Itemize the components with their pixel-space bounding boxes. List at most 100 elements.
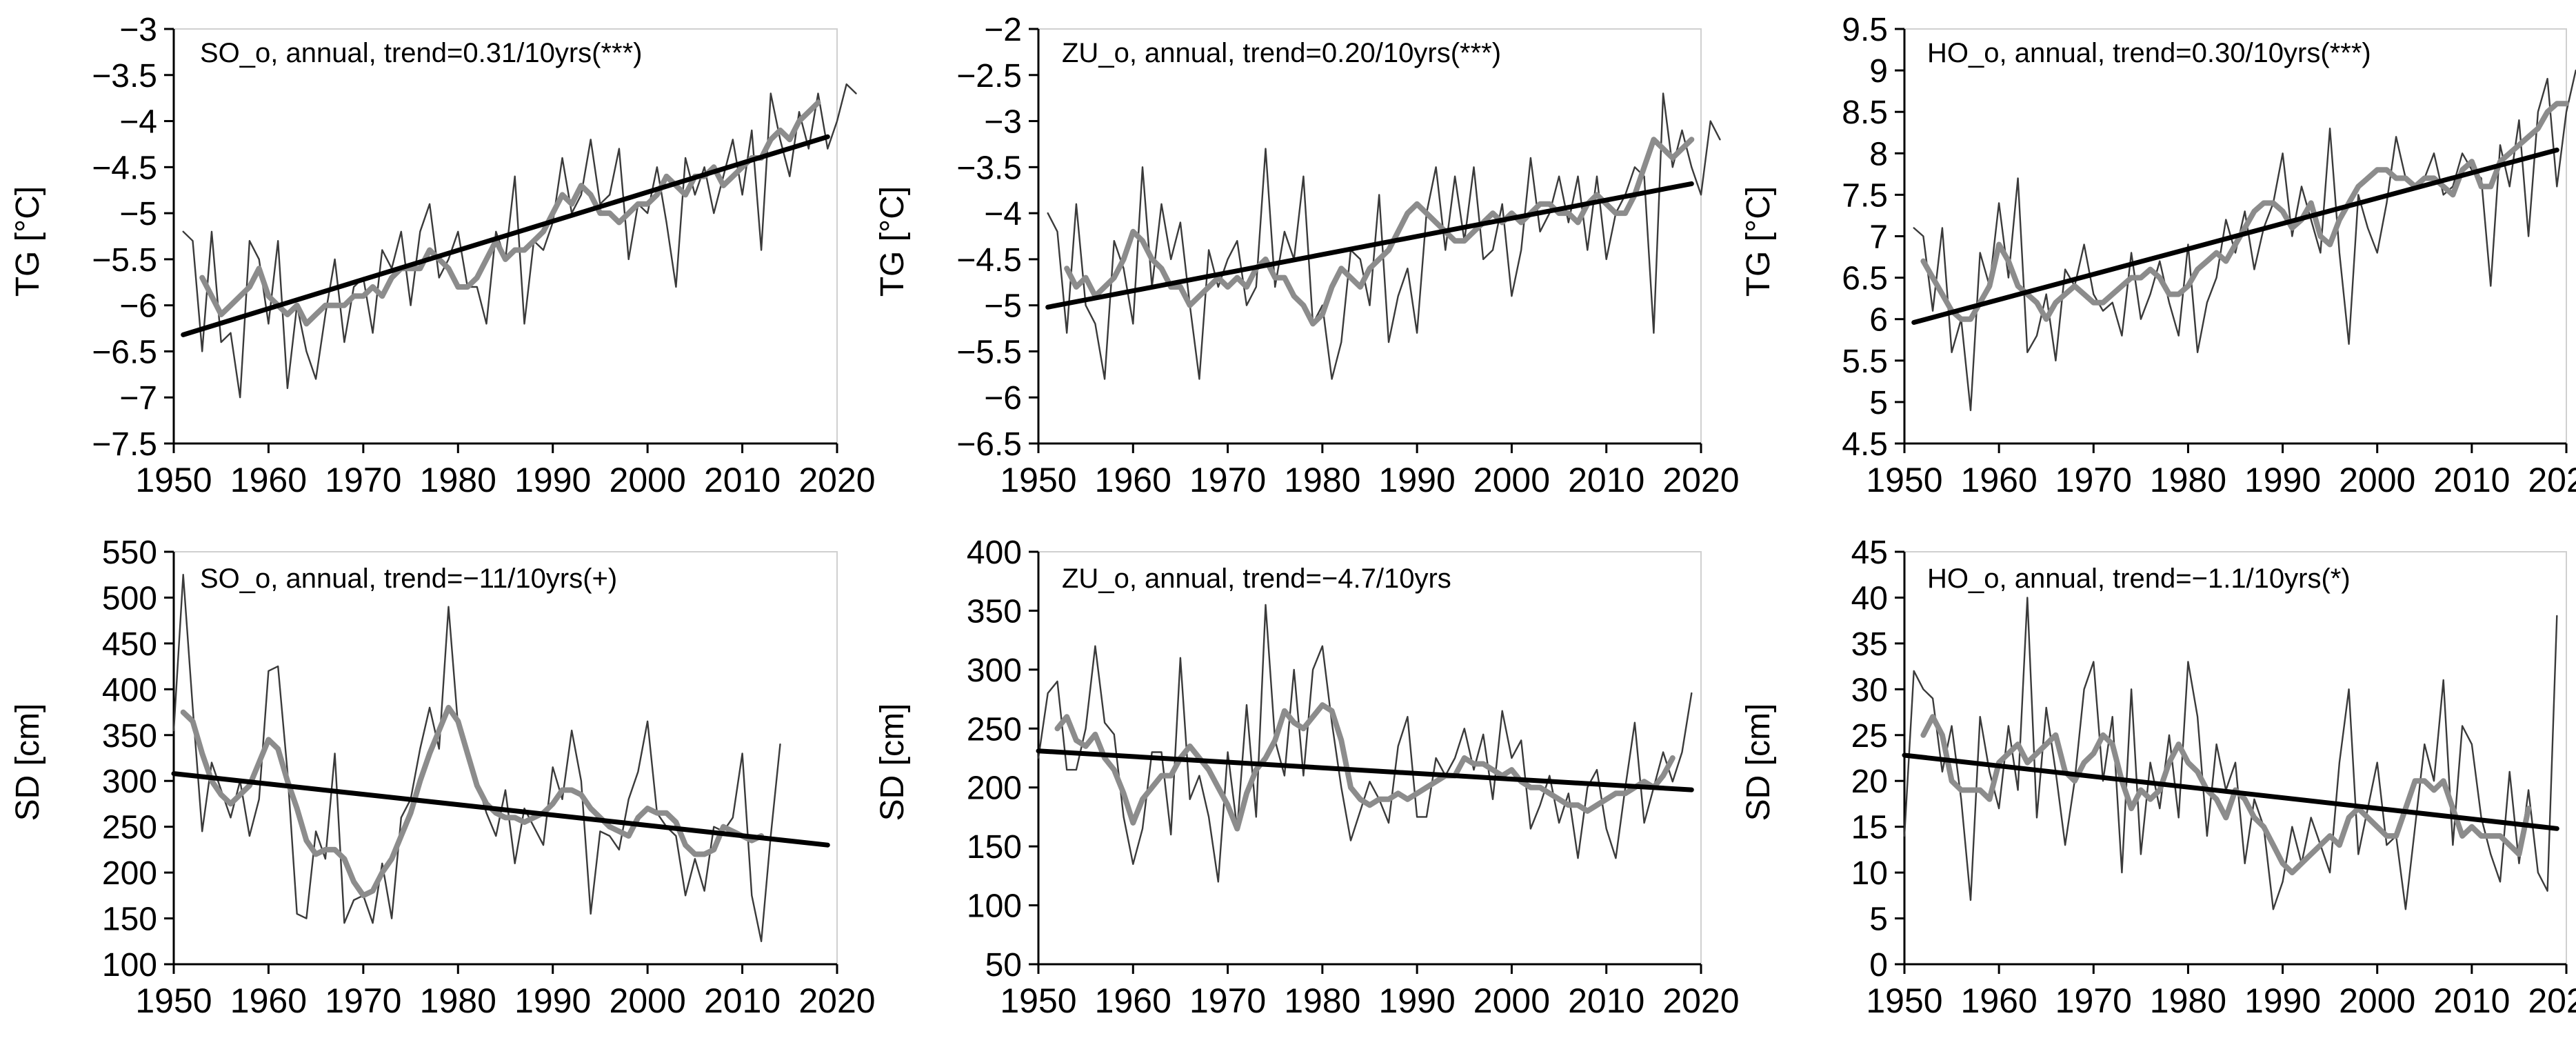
panel-so-sd-ytick-label: 400 — [102, 672, 157, 708]
panel-ho-sd-ytick-label: 45 — [1851, 535, 1888, 571]
panel-ho-sd-marks: 0 5 10 15 20 25 30 35 40 45 1950 1960 1970 1980 1990 20… — [1851, 535, 2576, 1020]
panel-ho-tg-ytick-label: 6 — [1869, 302, 1888, 339]
panel-ho-tg-xtick-label: 2010 — [2433, 461, 2510, 499]
panel-ho-tg-ytick-label: 8 — [1869, 136, 1888, 172]
panel-zu-sd-ylabel: SD [cm] — [874, 704, 911, 821]
panel-so-sd-ytick-label: 300 — [102, 764, 157, 800]
panel-ho-sd-ytick-label: 30 — [1851, 672, 1888, 708]
panel-ho-tg-xtick-label: 1990 — [2244, 461, 2321, 499]
panel-so-tg-ylabel: TG [°C] — [10, 186, 46, 297]
panel-zu-tg-ytick-label: −2.5 — [956, 58, 1022, 94]
panel-ho-tg-ytick-label: 9 — [1869, 53, 1888, 90]
panel-so-sd-smoothed-line — [180, 704, 765, 899]
panel-zu-sd-ytick-label: 50 — [985, 947, 1022, 984]
panel-zu-tg-xtick-label: 2020 — [1662, 461, 1739, 499]
panel-zu-sd-ytick-label: 100 — [967, 888, 1022, 925]
panel-ho-tg-title: HO_o, annual, trend=0.30/10yrs(***) — [1927, 38, 2371, 68]
panel-ho-sd-xtick-label: 1950 — [1866, 981, 1942, 1020]
panel-ho-tg-ylabel: TG [°C] — [1740, 186, 1777, 297]
panel-so-tg-xtick-label: 2010 — [704, 461, 781, 499]
panel-ho-sd-ytick-label: 10 — [1851, 855, 1888, 892]
panel-zu-tg-ytick-label: −2 — [984, 12, 1022, 48]
panel-ho-tg-xtick-label: 1960 — [1961, 461, 2037, 499]
panel-zu-sd-xtick-label: 1950 — [1000, 981, 1076, 1020]
panel-so-sd-ylabel: SD [cm] — [10, 704, 46, 821]
panel-zu-sd-marks: 50 100 150 200 250 300 350 400 1950 1960 1970 1980 1… — [967, 535, 1740, 1020]
panel-zu-sd-ytick-label: 400 — [967, 535, 1022, 571]
panel-zu-sd: 50 100 150 200 250 300 350 400 1950 1960 1970 1980 1… — [874, 535, 1740, 1020]
panel-so-tg-ytick-label: −6 — [119, 288, 157, 325]
panel-zu-sd-ytick-label: 150 — [967, 829, 1022, 866]
panel-so-sd: 100 150 200 250 300 350 400 450 500 550 1950 1960 19… — [10, 535, 876, 1020]
panel-ho-tg-xtick-label: 1970 — [2055, 461, 2132, 499]
panel-so-sd-xtick-label: 2010 — [704, 981, 781, 1020]
panel-ho-sd-annual-line — [1903, 597, 2558, 910]
panel-so-sd-xtick-label: 1980 — [420, 981, 496, 1020]
panel-ho-tg-ytick-label: 5.5 — [1842, 343, 1888, 380]
panel-so-sd-ytick-label: 200 — [102, 855, 157, 892]
panel-so-tg-xtick-label: 1980 — [420, 461, 496, 499]
panel-ho-sd: 0 5 10 15 20 25 30 35 40 45 1950 1960 1970 1980 1990 20… — [1740, 535, 2576, 1020]
panel-so-tg-ytick-label: −6.5 — [92, 334, 157, 370]
panel-ho-sd-ytick-label: 40 — [1851, 580, 1888, 617]
panel-ho-sd-xtick-label: 2010 — [2433, 981, 2510, 1020]
panel-ho-tg: 4.5 5 5.5 6 6.5 7 7.5 8 8.5 9 9.5 1950 1960 1970 1980 1… — [1740, 12, 2576, 499]
panel-zu-tg-ytick-label: −6 — [984, 380, 1022, 417]
panel-so-sd-ytick-label: 250 — [102, 810, 157, 846]
panel-zu-tg-ylabel: TG [°C] — [874, 186, 911, 297]
panel-ho-tg-marks: 4.5 5 5.5 6 6.5 7 7.5 8 8.5 9 9.5 1950 1960 1970 1980 1… — [1842, 12, 2576, 499]
panel-ho-tg-ytick-label: 5 — [1869, 385, 1888, 421]
panel-so-tg-ytick-label: −5.5 — [92, 242, 157, 279]
panel-ho-tg-trend-line — [1911, 148, 2559, 325]
panel-zu-sd-xtick-label: 1990 — [1379, 981, 1456, 1020]
panel-so-sd-marks: 100 150 200 250 300 350 400 450 500 550 1950 1960 19… — [102, 535, 876, 1020]
panel-so-tg-xtick-label: 2000 — [610, 461, 686, 499]
panel-zu-tg-xtick-label: 1960 — [1095, 461, 1171, 499]
panel-ho-tg-ytick-label: 8.5 — [1842, 94, 1888, 131]
panel-zu-sd-ytick-label: 350 — [967, 593, 1022, 630]
panel-so-sd-trend-line — [171, 771, 830, 848]
panel-ho-tg-xtick-label: 1980 — [2150, 461, 2226, 499]
panel-so-tg-ytick-label: −7 — [119, 380, 157, 417]
panel-so-sd-xtick-label: 2020 — [798, 981, 875, 1020]
panel-ho-tg-ytick-label: 4.5 — [1842, 426, 1888, 463]
panel-ho-tg-ytick-label: 9.5 — [1842, 12, 1888, 48]
panel-so-tg-xtick-label: 2020 — [798, 461, 875, 499]
panel-so-sd-xtick-label: 1950 — [135, 981, 212, 1020]
panel-zu-tg-xtick-label: 1970 — [1189, 461, 1266, 499]
panel-so-tg-xtick-label: 1990 — [514, 461, 591, 499]
panel-so-tg-xtick-label: 1960 — [230, 461, 307, 499]
panel-so-tg-ytick-label: −4 — [119, 104, 157, 141]
panel-zu-sd-ytick-label: 250 — [967, 711, 1022, 748]
panel-zu-sd-xtick-label: 1960 — [1095, 981, 1171, 1020]
panel-so-sd-xtick-label: 1990 — [514, 981, 591, 1020]
panel-zu-tg-marks: −6.5 −6 −5.5 −5 −4.5 −4 −3.5 −3 −2.5 −2 1950 1960 19… — [956, 12, 1739, 499]
panel-ho-sd-xtick-label: 1960 — [1961, 981, 2037, 1020]
panel-zu-sd-xtick-label: 2010 — [1568, 981, 1644, 1020]
panel-so-tg-ytick-label: −7.5 — [92, 426, 157, 463]
panel-zu-sd-trend-line — [1036, 748, 1694, 792]
panel-ho-tg-ytick-label: 7.5 — [1842, 177, 1888, 214]
panel-ho-sd-ytick-label: 35 — [1851, 626, 1888, 663]
panel-zu-tg-ytick-label: −4 — [984, 196, 1022, 232]
panel-so-sd-ytick-label: 450 — [102, 626, 157, 663]
panel-ho-sd-ytick-label: 5 — [1869, 901, 1888, 938]
panel-so-sd-ytick-label: 500 — [102, 580, 157, 617]
panel-ho-sd-trend-line — [1902, 752, 2559, 831]
panel-zu-tg-ytick-label: −3.5 — [956, 150, 1022, 186]
panel-zu-sd-smoothed-line — [1054, 702, 1676, 832]
panel-zu-tg-xtick-label: 1990 — [1379, 461, 1456, 499]
panel-ho-tg-ytick-label: 6.5 — [1842, 261, 1888, 297]
panel-zu-sd-xtick-label: 1970 — [1189, 981, 1266, 1020]
panel-ho-sd-smoothed-line — [1920, 714, 2532, 876]
panel-zu-sd-title: ZU_o, annual, trend=−4.7/10yrs — [1062, 564, 1451, 594]
panel-zu-tg-ytick-label: −3 — [984, 104, 1022, 141]
panel-so-tg-xtick-label: 1970 — [325, 461, 401, 499]
panel-ho-sd-xtick-label: 2020 — [2528, 981, 2576, 1020]
panel-zu-tg-xtick-label: 1980 — [1284, 461, 1360, 499]
panel-zu-sd-xtick-label: 2020 — [1662, 981, 1739, 1020]
panel-ho-sd-ytick-label: 0 — [1869, 947, 1888, 984]
panel-so-sd-ytick-label: 100 — [102, 947, 157, 984]
